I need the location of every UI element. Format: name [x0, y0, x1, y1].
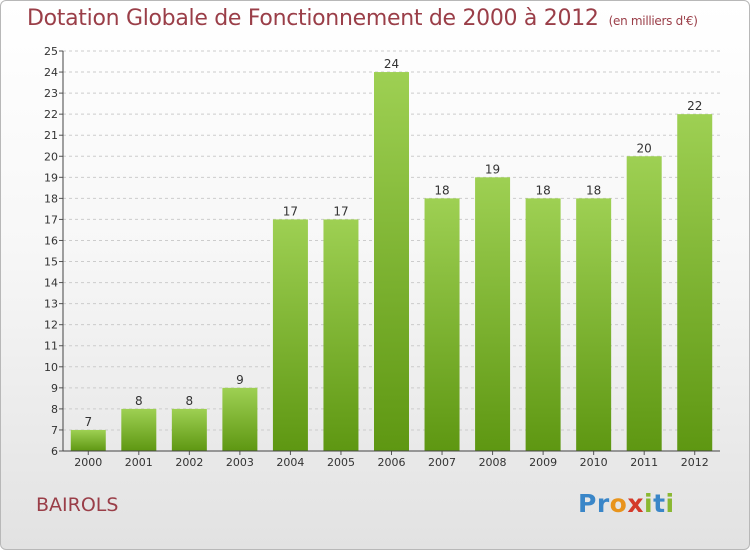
bar — [272, 219, 308, 451]
x-tick-label: 2000 — [74, 456, 102, 469]
y-tick-label: 15 — [44, 256, 58, 269]
bar — [424, 198, 460, 451]
logo-letter: r — [596, 489, 610, 518]
y-tick-label: 22 — [44, 108, 58, 121]
x-tick-label: 2010 — [580, 456, 608, 469]
y-tick-label: 14 — [44, 277, 58, 290]
x-tick-label: 2004 — [276, 456, 304, 469]
bar — [626, 156, 662, 451]
bar-value-label: 8 — [186, 394, 194, 408]
y-tick-label: 19 — [44, 171, 58, 184]
y-tick-label: 12 — [44, 319, 58, 332]
y-tick-label: 9 — [51, 382, 58, 395]
bar-value-label: 9 — [236, 373, 244, 387]
bar-value-label: 24 — [384, 57, 399, 71]
y-tick-label: 20 — [44, 150, 58, 163]
x-tick-label: 2003 — [226, 456, 254, 469]
x-tick-label: 2012 — [681, 456, 709, 469]
bar — [525, 198, 561, 451]
bar — [171, 408, 207, 451]
logo-letter: i — [665, 489, 675, 518]
y-tick-label: 8 — [51, 403, 58, 416]
bars: 7 8 8 9 17 17 24 18 19 18 18 20 22 — [70, 57, 713, 451]
x-tick-label: 2006 — [378, 456, 406, 469]
y-tick-label: 24 — [44, 66, 58, 79]
bar — [475, 177, 511, 451]
y-tick-label: 25 — [44, 45, 58, 58]
x-tick-label: 2001 — [125, 456, 153, 469]
bar-value-label: 18 — [535, 183, 550, 197]
bar-value-label: 17 — [333, 204, 348, 218]
logo-letter: P — [578, 489, 597, 518]
y-tick-label: 13 — [44, 298, 58, 311]
y-tick-label: 10 — [44, 361, 58, 374]
bar — [374, 72, 409, 451]
logo-letter: t — [653, 489, 666, 518]
bar-value-label: 20 — [637, 141, 652, 155]
chart-title-text: Dotation Globale de Fonctionnement de 20… — [27, 6, 599, 31]
bar-value-label: 8 — [135, 394, 143, 408]
bar-value-label: 17 — [283, 204, 298, 218]
y-tick-label: 16 — [44, 234, 58, 247]
bar — [323, 219, 359, 451]
x-tick-label: 2005 — [327, 456, 355, 469]
y-tick-label: 7 — [51, 424, 58, 437]
x-tick-label: 2007 — [428, 456, 456, 469]
chart-unit: (en milliers d'€) — [608, 14, 698, 28]
bar-value-label: 18 — [586, 183, 601, 197]
logo-letter: i — [644, 489, 654, 518]
y-tick-label: 18 — [44, 192, 58, 205]
axes: 6 7 8 9 10 11 12 13 14 15 16 17 18 19 20 21 22 23 24 25 2000… — [44, 45, 720, 469]
y-tick-label: 23 — [44, 87, 58, 100]
bar-value-label: 18 — [434, 183, 449, 197]
x-tick-label: 2009 — [529, 456, 557, 469]
bar-value-label: 19 — [485, 162, 500, 176]
logo-letter: x — [627, 489, 644, 518]
bar — [222, 387, 258, 451]
town-name: BAIROLS — [36, 494, 119, 516]
proxiti-logo[interactable]: Proxiti — [578, 489, 675, 518]
y-tick-label: 21 — [44, 129, 58, 142]
bar — [121, 408, 157, 451]
chart-title: Dotation Globale de Fonctionnement de 20… — [27, 6, 698, 31]
bar — [677, 114, 713, 451]
bar-value-label: 22 — [687, 99, 702, 113]
y-tick-label: 17 — [44, 213, 58, 226]
bar-value-label: 7 — [84, 415, 92, 429]
x-tick-label: 2008 — [479, 456, 507, 469]
logo-letter: o — [609, 489, 628, 518]
bar — [576, 198, 612, 451]
y-tick-label: 11 — [44, 340, 58, 353]
y-tick-label: 6 — [51, 445, 58, 458]
x-tick-label: 2002 — [175, 456, 203, 469]
bar — [70, 429, 106, 451]
x-tick-label: 2011 — [630, 456, 658, 469]
